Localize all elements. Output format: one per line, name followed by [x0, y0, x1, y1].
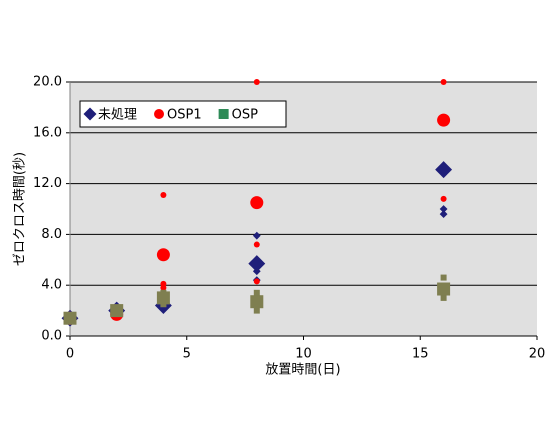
point: [440, 79, 447, 85]
mean-point: [250, 196, 264, 210]
y-axis-label: ゼロクロス時間(秒): [13, 152, 28, 266]
x-tick-label: 10: [295, 347, 312, 362]
point: [253, 79, 260, 85]
point: [253, 241, 260, 248]
point: [160, 284, 167, 291]
point: [252, 231, 261, 240]
y-tick-label: 0.0: [41, 329, 62, 344]
y-tick-label: 20.0: [33, 75, 62, 90]
mean-point: [156, 291, 170, 305]
mean-point: [248, 255, 266, 273]
legend-marker: [83, 107, 97, 121]
point: [440, 274, 447, 281]
point: [253, 278, 260, 285]
mean-point: [110, 304, 124, 318]
legend-label: 未処理: [98, 108, 137, 123]
legend-marker: [218, 109, 229, 119]
point: [440, 195, 447, 202]
point: [253, 307, 260, 314]
legend: [79, 100, 287, 128]
legend-marker: [154, 109, 165, 119]
point: [160, 192, 167, 199]
point: [439, 205, 448, 213]
y-tick-label: 4.0: [41, 278, 62, 293]
point: [439, 210, 448, 218]
mean-point: [63, 311, 77, 325]
mean-point: [435, 161, 453, 179]
point: [440, 294, 447, 301]
mean-point: [437, 113, 451, 127]
x-tick-label: 20: [529, 347, 546, 362]
point: [253, 289, 260, 296]
x-tick-label: 0: [66, 347, 74, 362]
y-tick-label: 8.0: [41, 227, 62, 242]
x-axis-label: 放置時間(日): [265, 363, 340, 378]
y-tick-label: 12.0: [33, 176, 62, 191]
legend-label: OSP: [232, 108, 258, 123]
mean-point: [156, 248, 170, 262]
y-tick-label: 16.0: [33, 125, 62, 140]
legend-label: OSP1: [167, 108, 202, 123]
x-tick-label: 5: [183, 347, 191, 362]
mean-point: [250, 295, 264, 309]
mean-point: [437, 282, 451, 296]
x-tick-label: 15: [412, 347, 429, 362]
